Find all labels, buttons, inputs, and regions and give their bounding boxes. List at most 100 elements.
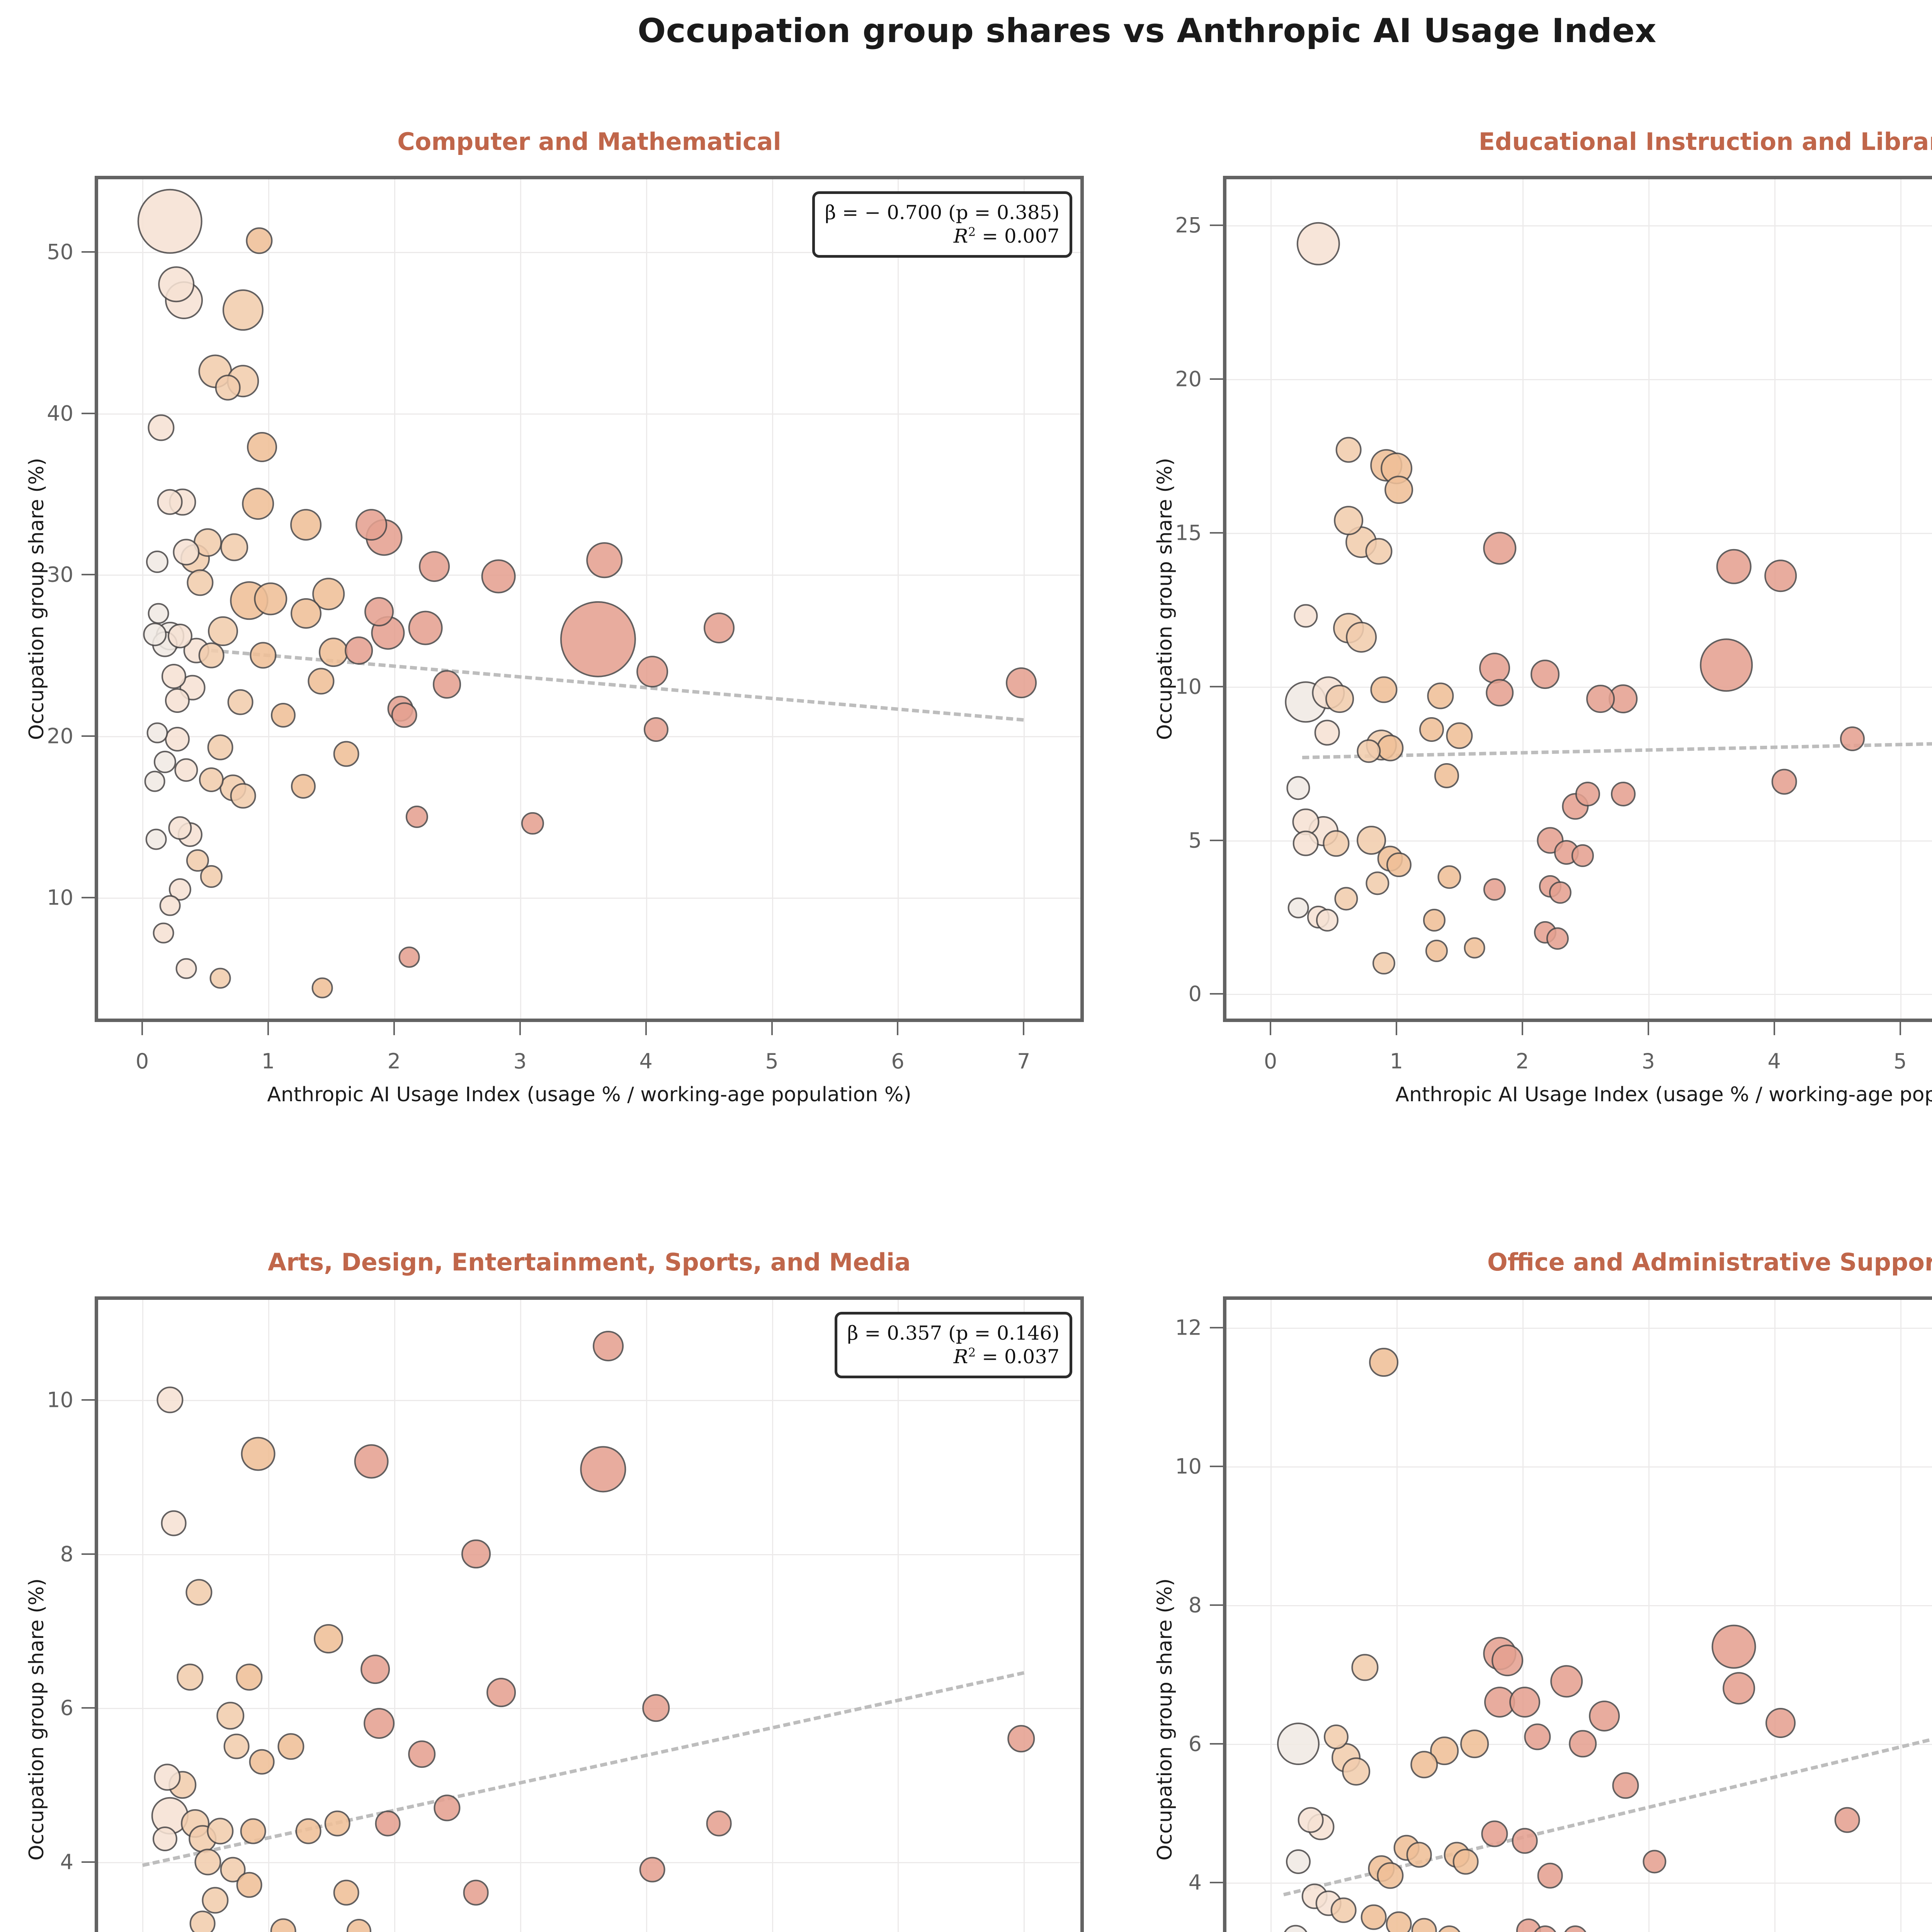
data-point[interactable] xyxy=(144,770,166,792)
data-point[interactable] xyxy=(1530,659,1560,689)
data-point[interactable] xyxy=(586,542,622,578)
plot-area-computer-and-mathematical[interactable] xyxy=(95,176,1084,1022)
plot-area-educational-instruction-and-library[interactable] xyxy=(1223,176,1932,1022)
data-point[interactable] xyxy=(1386,1911,1412,1932)
data-point[interactable] xyxy=(246,227,273,254)
data-point[interactable] xyxy=(1427,682,1454,709)
data-point[interactable] xyxy=(220,533,248,561)
data-point[interactable] xyxy=(241,1437,276,1471)
data-point[interactable] xyxy=(1716,549,1752,584)
data-point[interactable] xyxy=(146,722,168,744)
data-point[interactable] xyxy=(1588,1701,1620,1731)
data-point[interactable] xyxy=(1464,937,1485,959)
data-point[interactable] xyxy=(1460,1729,1489,1758)
data-point[interactable] xyxy=(521,812,544,835)
data-point[interactable] xyxy=(1330,1897,1357,1923)
data-point[interactable] xyxy=(463,1879,489,1906)
data-point[interactable] xyxy=(461,1539,491,1569)
data-point[interactable] xyxy=(236,1663,263,1690)
data-point[interactable] xyxy=(1571,844,1594,867)
data-point[interactable] xyxy=(1509,1687,1541,1718)
data-point[interactable] xyxy=(1377,1862,1404,1889)
data-point[interactable] xyxy=(308,668,335,695)
data-point[interactable] xyxy=(240,1818,266,1844)
data-point[interactable] xyxy=(1314,719,1340,746)
data-point[interactable] xyxy=(432,670,461,699)
data-point[interactable] xyxy=(1298,1807,1324,1833)
data-point[interactable] xyxy=(187,569,214,596)
data-point[interactable] xyxy=(1723,1672,1755,1705)
data-point[interactable] xyxy=(146,550,169,573)
data-point[interactable] xyxy=(1286,1849,1311,1874)
data-point[interactable] xyxy=(1334,887,1358,911)
data-point[interactable] xyxy=(174,758,198,782)
data-point[interactable] xyxy=(1700,638,1753,692)
data-point[interactable] xyxy=(1512,1828,1538,1854)
data-point[interactable] xyxy=(209,968,231,989)
data-point[interactable] xyxy=(270,1918,296,1932)
data-point[interactable] xyxy=(636,656,668,687)
data-point[interactable] xyxy=(227,689,253,715)
data-point[interactable] xyxy=(1386,852,1412,878)
data-point[interactable] xyxy=(1277,1722,1320,1765)
data-point[interactable] xyxy=(168,816,192,840)
data-point[interactable] xyxy=(1342,1757,1371,1786)
data-point[interactable] xyxy=(1425,939,1448,963)
data-point[interactable] xyxy=(154,1764,181,1791)
data-point[interactable] xyxy=(295,1818,321,1844)
data-point[interactable] xyxy=(1537,1862,1563,1889)
data-point[interactable] xyxy=(271,702,296,728)
data-point[interactable] xyxy=(354,1444,389,1479)
data-point[interactable] xyxy=(222,289,264,331)
data-point[interactable] xyxy=(177,1663,204,1690)
data-point[interactable] xyxy=(703,612,735,644)
data-point[interactable] xyxy=(1612,1772,1639,1799)
data-point[interactable] xyxy=(249,1749,275,1775)
data-point[interactable] xyxy=(1550,1665,1583,1698)
data-point[interactable] xyxy=(1419,717,1444,742)
data-point[interactable] xyxy=(364,597,394,627)
data-point[interactable] xyxy=(207,734,233,760)
data-point[interactable] xyxy=(153,750,176,773)
data-point[interactable] xyxy=(361,1655,390,1684)
data-point[interactable] xyxy=(1611,782,1636,807)
data-point[interactable] xyxy=(486,1678,516,1708)
data-point[interactable] xyxy=(1437,1925,1462,1932)
data-point[interactable] xyxy=(167,624,192,649)
data-point[interactable] xyxy=(1294,604,1318,628)
data-point[interactable] xyxy=(375,1810,401,1837)
data-point[interactable] xyxy=(1840,726,1865,752)
data-point[interactable] xyxy=(419,551,450,582)
data-point[interactable] xyxy=(153,922,174,944)
data-point[interactable] xyxy=(642,1694,670,1722)
data-point[interactable] xyxy=(580,1446,626,1493)
data-point[interactable] xyxy=(148,603,169,624)
data-point[interactable] xyxy=(165,688,190,713)
data-point[interactable] xyxy=(1483,532,1516,565)
data-point[interactable] xyxy=(1361,1904,1387,1930)
data-point[interactable] xyxy=(1406,1842,1432,1868)
data-point[interactable] xyxy=(159,895,181,917)
data-point[interactable] xyxy=(165,727,190,752)
data-point[interactable] xyxy=(355,509,388,541)
data-point[interactable] xyxy=(1546,927,1569,950)
data-point[interactable] xyxy=(1365,538,1392,565)
data-point[interactable] xyxy=(1452,1849,1479,1875)
data-point[interactable] xyxy=(1410,1750,1438,1779)
data-point[interactable] xyxy=(319,637,349,667)
data-point[interactable] xyxy=(1296,222,1340,266)
data-point[interactable] xyxy=(560,601,636,677)
data-point[interactable] xyxy=(224,1733,250,1760)
data-point[interactable] xyxy=(1357,739,1381,763)
data-point[interactable] xyxy=(1524,1723,1551,1750)
data-point[interactable] xyxy=(1481,1820,1508,1847)
data-point[interactable] xyxy=(1334,506,1364,536)
data-point[interactable] xyxy=(277,1733,304,1760)
data-point[interactable] xyxy=(1007,1725,1035,1753)
data-point[interactable] xyxy=(145,828,167,850)
plot-area-arts-design-entertainment-sports-and-media[interactable] xyxy=(95,1296,1084,1932)
data-point[interactable] xyxy=(1316,909,1338,932)
data-point[interactable] xyxy=(344,636,373,665)
data-point[interactable] xyxy=(1286,776,1310,800)
data-point[interactable] xyxy=(291,774,316,799)
